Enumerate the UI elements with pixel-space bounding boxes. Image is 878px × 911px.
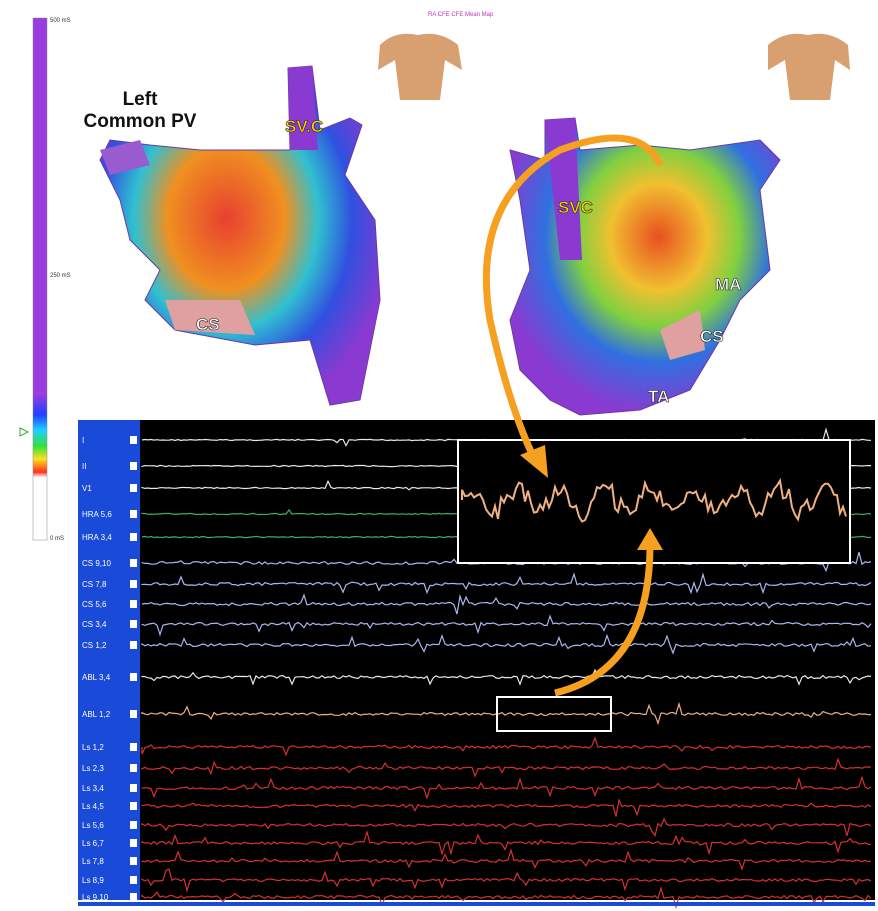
channel-button xyxy=(130,893,137,901)
channel-label: Ls 1,2 xyxy=(82,743,104,752)
zoom-box xyxy=(496,696,612,732)
channel-button xyxy=(130,784,137,792)
channel-label: CS 9,10 xyxy=(82,559,111,568)
channel-label: CS 1,2 xyxy=(82,641,107,650)
channel-button xyxy=(130,743,137,751)
channel-button xyxy=(130,436,137,444)
channel-label: CS 3,4 xyxy=(82,620,107,629)
channel-label: Ls 6,7 xyxy=(82,839,104,848)
arrowhead xyxy=(520,445,548,478)
scale-label: 0 mS xyxy=(50,536,64,542)
channel-label: Ls 4,5 xyxy=(82,802,104,811)
map-label: CS xyxy=(700,327,724,346)
egm-trace xyxy=(141,668,872,686)
channel-label: CS 7,8 xyxy=(82,580,107,589)
scroll-bar xyxy=(78,902,875,906)
egm-trace xyxy=(141,868,872,893)
egm-trace xyxy=(141,885,872,910)
map-label: SVC xyxy=(558,198,593,217)
arrow xyxy=(482,134,664,697)
scale-marker xyxy=(19,427,30,437)
egm-trace xyxy=(141,633,872,655)
channel-button xyxy=(130,710,137,718)
channel-button xyxy=(130,620,137,628)
arrowhead xyxy=(637,528,663,550)
channel-label: ABL 1,2 xyxy=(82,710,111,719)
egm-trace xyxy=(141,701,871,726)
channel-button xyxy=(130,764,137,772)
channel-button xyxy=(130,821,137,829)
map-label: CS xyxy=(196,315,220,334)
map-label: Left Common PV xyxy=(84,89,197,132)
channel-button xyxy=(130,857,137,865)
egm-trace xyxy=(141,817,872,837)
egm-trace xyxy=(141,593,872,615)
map-title: RA CFE CFE Mean Map xyxy=(428,12,494,18)
map-label: MA xyxy=(715,275,741,294)
color-scale xyxy=(32,17,48,541)
channel-button xyxy=(130,802,137,810)
channel-label: HRA 3,4 xyxy=(82,533,112,542)
egm-trace xyxy=(141,775,872,800)
egm-trace xyxy=(141,798,872,817)
channel-button xyxy=(130,876,137,884)
zoom-trace xyxy=(461,477,847,523)
channel-button xyxy=(130,580,137,588)
channel-label: Ls 3,4 xyxy=(82,784,104,793)
channel-button xyxy=(130,641,137,649)
channel-label: HRA 5,6 xyxy=(82,510,112,519)
egm-trace xyxy=(141,829,872,856)
scale-label: 500 mS xyxy=(50,18,71,24)
egm-trace xyxy=(141,614,872,637)
channel-label: Ls 8,9 xyxy=(82,876,104,885)
channel-column xyxy=(78,420,140,900)
channel-label: Ls 9,10 xyxy=(82,893,109,902)
egm-trace xyxy=(141,736,872,757)
channel-label: Ls 7,8 xyxy=(82,857,104,866)
channel-button xyxy=(130,462,137,470)
channel-label: II xyxy=(82,462,86,471)
map-label: TA xyxy=(648,387,669,406)
channel-label: Ls 2,3 xyxy=(82,764,104,773)
scale-label: 250 mS xyxy=(50,273,71,279)
channel-button xyxy=(130,839,137,847)
channel-button xyxy=(130,600,137,608)
channel-button xyxy=(130,484,137,492)
egm-trace xyxy=(141,572,872,595)
channel-label: I xyxy=(82,436,84,445)
channel-button xyxy=(130,673,137,681)
map-label: SV.C xyxy=(285,117,323,136)
channel-label: CS 5,6 xyxy=(82,600,107,609)
right-map xyxy=(509,117,781,416)
egm-trace xyxy=(141,848,872,871)
left-map xyxy=(99,65,381,406)
channel-label: V1 xyxy=(82,484,92,493)
torso-icon xyxy=(378,33,850,100)
channel-button xyxy=(130,559,137,567)
channel-label: Ls 5,6 xyxy=(82,821,104,830)
channel-label: ABL 3,4 xyxy=(82,673,111,682)
channel-button xyxy=(130,510,137,518)
channel-button xyxy=(130,533,137,541)
egm-trace xyxy=(141,757,872,778)
